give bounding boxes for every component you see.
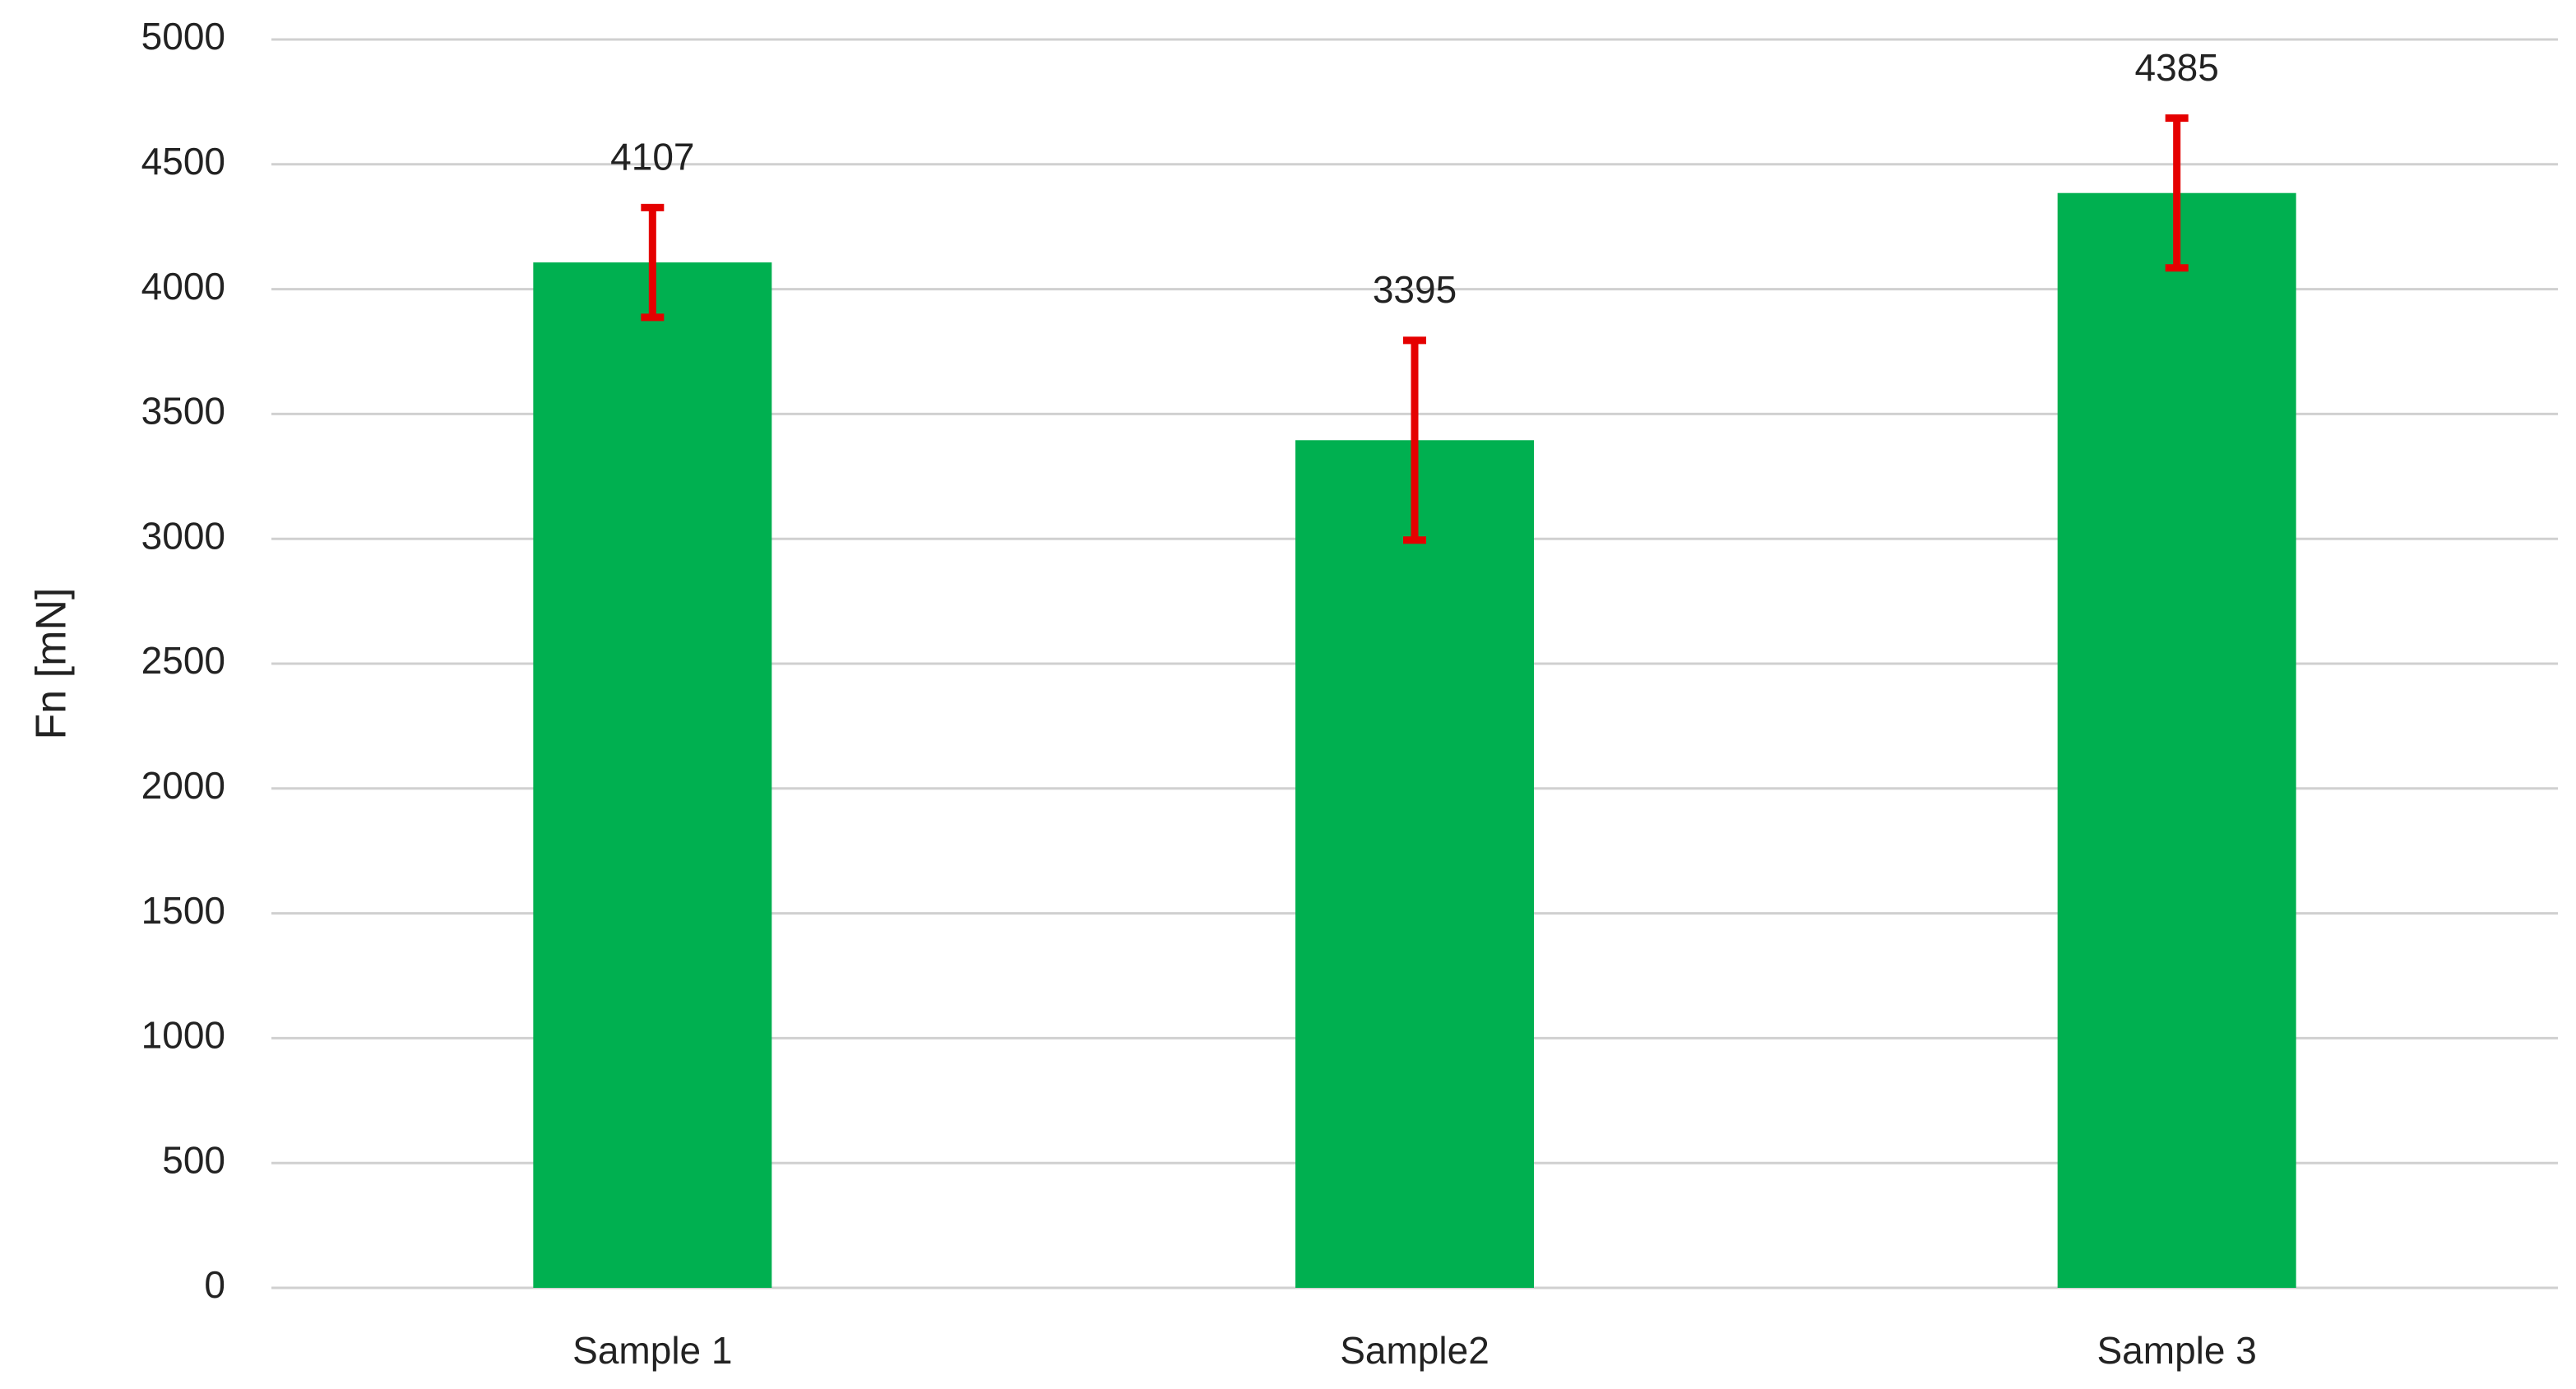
bar [2057, 192, 2296, 1289]
y-tick-label: 3000 [141, 514, 225, 557]
y-tick-label: 0 [204, 1263, 225, 1306]
error-bar [1403, 336, 1426, 544]
data-label: 4385 [2134, 46, 2218, 89]
y-tick-label: 5000 [141, 15, 225, 58]
y-tick-label: 1000 [141, 1014, 225, 1057]
y-tick-label: 4500 [141, 140, 225, 183]
y-tick-label: 1500 [141, 889, 225, 932]
y-tick-label: 4000 [141, 265, 225, 308]
y-tick-label: 500 [162, 1138, 225, 1181]
y-tick-label: 2500 [141, 639, 225, 682]
data-label: 4107 [610, 135, 694, 178]
x-tick-label: Sample2 [1340, 1329, 1490, 1372]
bar [1295, 440, 1534, 1288]
x-tick-label: Sample 1 [572, 1329, 732, 1372]
y-tick-label: 2000 [141, 764, 225, 807]
error-bar [2165, 114, 2189, 272]
y-tick-label: 3500 [141, 390, 225, 433]
y-axis-title: Fn [mN] [28, 588, 76, 740]
x-tick-label: Sample 3 [2096, 1329, 2256, 1372]
data-label: 3395 [1373, 268, 1457, 311]
bar [533, 262, 772, 1289]
error-bar [641, 203, 665, 322]
